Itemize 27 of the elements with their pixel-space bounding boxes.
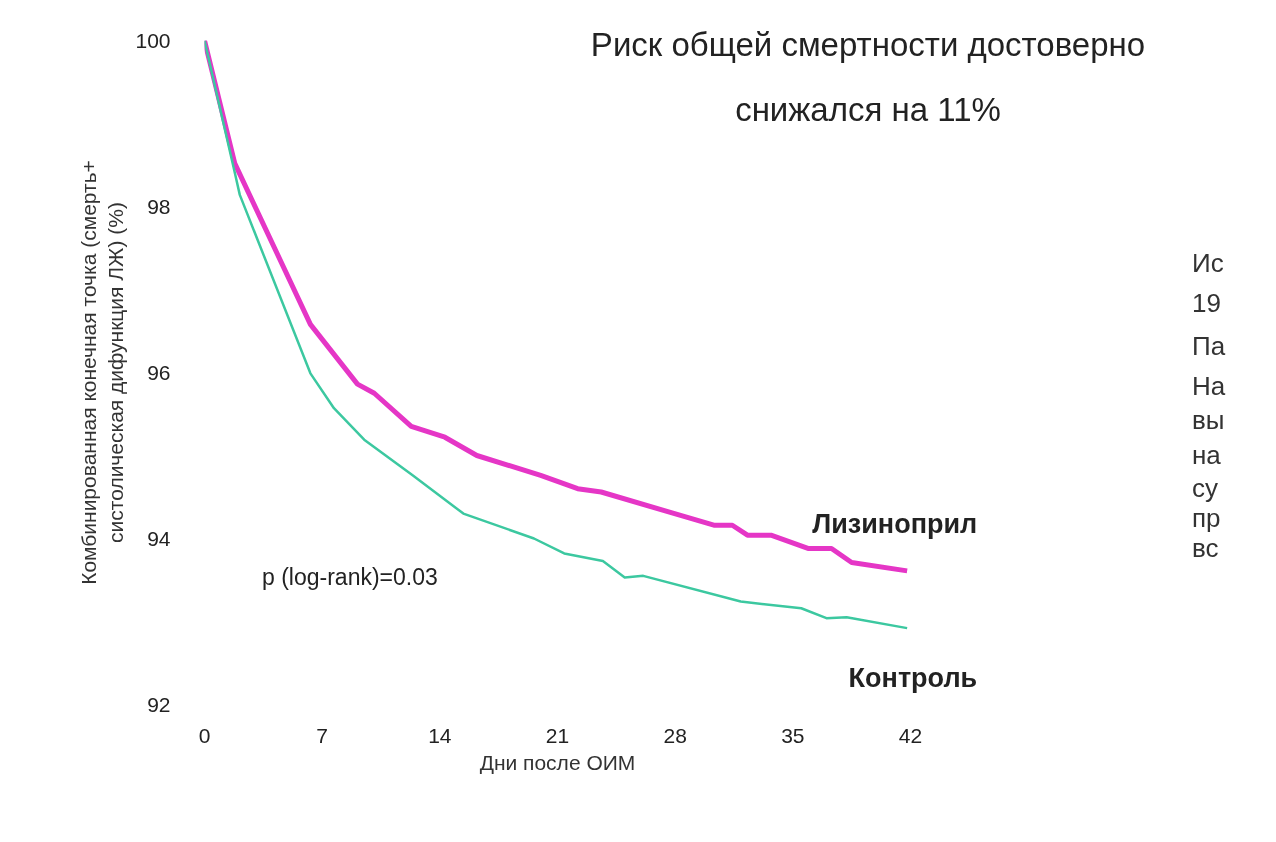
x-tick-label: 35	[781, 723, 805, 747]
text: Ис	[1192, 247, 1224, 278]
text: вс	[1192, 532, 1219, 563]
series-label: Контроль	[848, 663, 978, 694]
y-tick-label: 100	[135, 28, 171, 52]
x-tick-label: 0	[198, 723, 211, 747]
y-tick-label: 94	[147, 526, 171, 550]
text: Риск общей смертности достоверно снижался на 11%	[590, 25, 1146, 129]
text: на	[1192, 439, 1221, 470]
x-tick-label: 7	[316, 723, 329, 747]
series-label: Лизиноприл	[812, 508, 978, 540]
x-tick-label: 42	[898, 723, 923, 747]
x-tick-label: 28	[663, 723, 687, 747]
x-tick-label: 14	[428, 723, 452, 747]
x-axis-title: Дни после ОИМ	[479, 750, 636, 774]
text: Па	[1192, 330, 1226, 361]
y-tick-label: 92	[147, 692, 171, 716]
text: пр	[1192, 502, 1221, 533]
text: 19	[1192, 287, 1221, 318]
text: су	[1192, 472, 1218, 503]
annotation: p (log-rank)=0.03	[262, 564, 438, 591]
x-tick-label: 21	[545, 723, 570, 747]
text: вы	[1192, 404, 1225, 435]
y-tick-label: 98	[147, 194, 171, 218]
y-tick-label: 96	[147, 360, 171, 384]
y-axis-title: Комбинированная конечная точка (смерть+ систолическая дифункция ЛЖ) (%)	[76, 160, 128, 585]
text: На	[1192, 370, 1226, 401]
